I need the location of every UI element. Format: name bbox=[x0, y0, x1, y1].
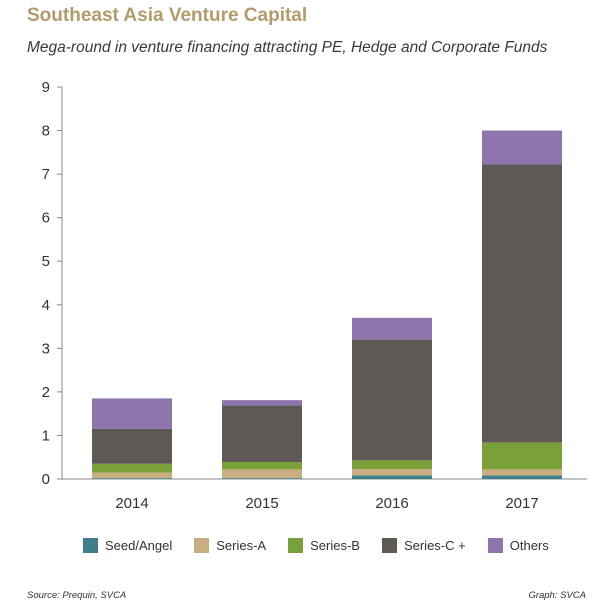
bar-segment bbox=[482, 469, 562, 476]
y-tick-label: 9 bbox=[42, 79, 50, 96]
chart-subtitle: Mega-round in venture financing attracti… bbox=[27, 39, 548, 56]
x-tick-label: 2016 bbox=[375, 495, 408, 512]
legend-item: Series-C + bbox=[381, 538, 466, 553]
bar-segment bbox=[92, 463, 172, 473]
graph-credit: Graph: SVCA bbox=[528, 590, 586, 601]
legend-label: Series-C + bbox=[403, 538, 466, 553]
x-tick-label: 2014 bbox=[115, 495, 148, 512]
legend-swatch bbox=[194, 538, 210, 553]
source-note: Source: Prequin, SVCA bbox=[27, 590, 127, 601]
bar-segment bbox=[222, 478, 302, 479]
bar-segment bbox=[352, 468, 432, 476]
bar-segment bbox=[222, 405, 302, 463]
legend-label: Series-A bbox=[216, 538, 267, 553]
y-tick-label: 0 bbox=[42, 471, 50, 488]
legend-item: Others bbox=[487, 538, 549, 553]
bar-segment bbox=[482, 164, 562, 443]
bar-segment bbox=[92, 478, 172, 479]
bar-segment bbox=[92, 472, 172, 479]
legend-swatch bbox=[288, 538, 304, 553]
bar-segment bbox=[482, 130, 562, 165]
legend-label: Series-B bbox=[310, 538, 360, 553]
bar-segment bbox=[222, 469, 302, 479]
x-tick-label: 2017 bbox=[505, 495, 538, 512]
bar-segment bbox=[222, 400, 302, 406]
bar-segment bbox=[92, 398, 172, 429]
bar-segment bbox=[352, 475, 432, 479]
bar-segment bbox=[92, 428, 172, 464]
bar-segment bbox=[352, 339, 432, 461]
legend-swatch bbox=[487, 538, 503, 553]
bar-segment bbox=[482, 442, 562, 470]
x-axis: 2014 2015 2016 2017 bbox=[115, 495, 538, 512]
legend-item: Series-B bbox=[288, 538, 360, 553]
bar-segment bbox=[482, 475, 562, 479]
legend-swatch bbox=[381, 538, 397, 553]
legend-item: Seed/Angel bbox=[83, 538, 172, 553]
bar-segment bbox=[222, 462, 302, 470]
y-tick-label: 6 bbox=[42, 210, 50, 227]
y-tick-label: 2 bbox=[42, 384, 50, 401]
legend-item: Series-A bbox=[194, 538, 266, 553]
x-tick-label: 2015 bbox=[245, 495, 278, 512]
y-tick-label: 3 bbox=[42, 340, 50, 357]
bars bbox=[92, 130, 562, 479]
legend-label: Seed/Angel bbox=[105, 538, 173, 553]
bar-segment bbox=[352, 317, 432, 340]
y-tick-label: 5 bbox=[42, 253, 50, 270]
chart-title: Southeast Asia Venture Capital bbox=[27, 5, 308, 26]
y-tick-label: 8 bbox=[42, 123, 50, 140]
y-tick-label: 4 bbox=[42, 297, 50, 314]
stacked-bar-chart: 0 1 2 3 4 5 6 7 8 9 2014 2015 2016 2017 bbox=[42, 79, 587, 512]
bar-segment bbox=[352, 460, 432, 469]
legend-swatch bbox=[83, 538, 98, 553]
y-tick-label: 7 bbox=[42, 166, 50, 183]
legend: Seed/Angel Series-A Series-B Series-C + Othe… bbox=[83, 538, 571, 553]
legend-label: Others bbox=[509, 538, 549, 553]
y-tick-label: 1 bbox=[42, 427, 50, 444]
